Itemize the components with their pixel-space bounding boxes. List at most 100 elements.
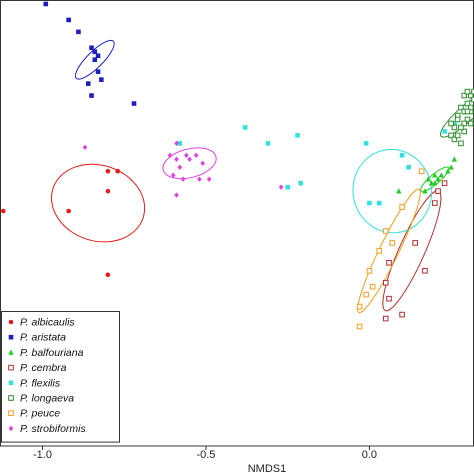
data-point [180,176,186,182]
data-point [115,168,120,174]
data-point [435,176,441,182]
data-point [95,69,101,74]
data-point [441,180,448,186]
legend-marker [8,395,14,401]
legend-marker [8,410,14,416]
data-point [200,160,205,166]
data-point [99,77,104,82]
data-point [418,168,425,175]
data-point [461,120,467,127]
data-point [298,180,304,186]
data-point [461,92,467,99]
legend-label: P. balfouriana [20,347,84,359]
data-point [184,152,189,159]
data-point [95,53,101,59]
data-point [105,168,111,174]
confidence-ellipse [162,147,217,180]
data-point [432,180,438,186]
data-point [382,315,389,322]
data-point [432,172,438,178]
data-point [295,133,300,138]
data-point [399,311,405,318]
data-point [386,260,392,266]
legend-label: P. peuce [20,408,60,420]
data-point [170,172,176,178]
data-point [396,188,402,194]
data-point [435,188,441,194]
data-point [363,291,369,298]
legend-label: P. longaeva [20,393,74,405]
legend-label: P. flexilis [20,377,61,389]
data-point [242,125,248,130]
data-point [174,140,179,147]
legend-box [1,311,120,443]
data-point [376,200,382,206]
data-point [0,208,6,214]
data-point [412,240,418,246]
legend-marker [8,334,14,340]
x-tick-label: 0.0 [362,449,377,461]
data-point [382,279,389,286]
data-point [356,303,363,310]
data-point [174,156,179,162]
data-point [85,81,91,86]
data-point [464,116,471,123]
data-point [389,240,396,246]
data-point [177,164,183,170]
legend-marker [8,364,14,371]
data-point [89,93,94,98]
data-point [174,192,179,198]
data-point [105,188,111,194]
data-point [382,228,389,234]
data-point [76,29,81,35]
confidence-ellipse [74,39,115,80]
data-point [105,272,111,278]
data-point [471,88,474,95]
confidence-ellipse [50,163,146,243]
data-point [66,17,71,23]
data-point [131,101,137,106]
data-point [464,88,471,95]
data-point [448,132,454,139]
data-point [356,323,363,330]
legend-label: P. albicaulis [20,317,75,329]
data-point [399,204,405,210]
legend: P. albicaulis P. aristata P. balfouriana P.… [1,311,120,443]
data-point [467,120,474,127]
data-point [448,164,454,170]
data-point [454,132,461,139]
data-point [445,168,451,174]
data-point [197,176,202,182]
x-tick-label: -1.0 [33,449,52,461]
data-point [43,1,49,7]
data-point [467,104,474,111]
x-tick-label: -0.5 [196,449,215,461]
legend-label: P. aristata [20,332,66,344]
data-point [406,164,411,170]
data-point [278,184,284,190]
data-point [451,124,458,131]
data-point [369,283,376,290]
data-point [454,116,461,123]
data-point [167,152,173,159]
legend-marker [8,425,14,432]
data-point [431,200,438,206]
data-point [451,156,458,162]
data-point [458,104,464,111]
data-point [399,153,405,158]
data-point [422,188,428,194]
data-point [471,96,474,103]
legend-marker [8,380,14,386]
data-point [467,92,474,99]
data-point [461,128,467,135]
x-axis-title: NMDS1 [248,463,287,474]
confidence-ellipse [420,166,450,192]
data-point [438,172,445,178]
data-point [442,129,447,134]
data-point [458,140,464,147]
data-point [448,120,454,127]
data-point [187,156,192,162]
confidence-ellipse [382,190,442,312]
